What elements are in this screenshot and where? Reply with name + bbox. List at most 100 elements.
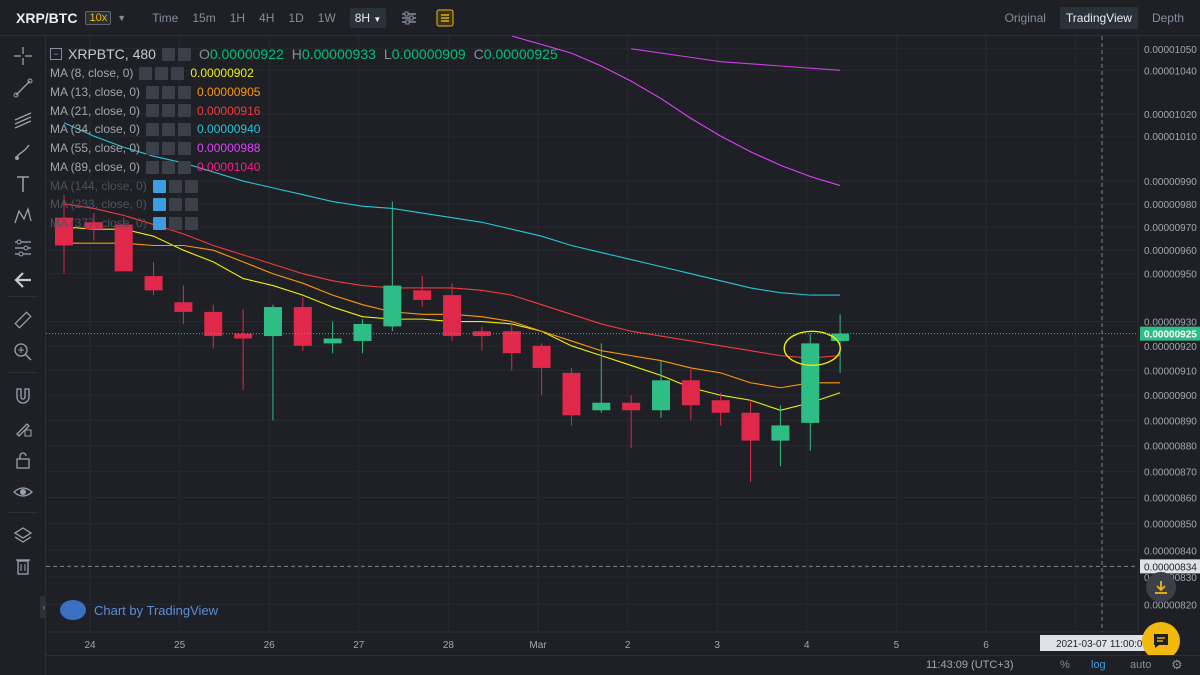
price-tick-label: 0.00000860 [1144, 493, 1197, 504]
pattern-icon[interactable] [11, 204, 35, 228]
eye-icon[interactable] [152, 198, 166, 212]
timeframe-1d[interactable]: 1D [288, 10, 304, 25]
price-tick-label: 0.00000870 [1144, 467, 1197, 478]
time-tick-label: 2 [625, 640, 631, 651]
percent-toggle[interactable]: % [1060, 659, 1070, 671]
close-icon[interactable] [184, 198, 198, 212]
indicators-icon[interactable] [434, 7, 456, 29]
timeframe-time[interactable]: Time [152, 10, 179, 25]
chat-icon[interactable] [1142, 622, 1180, 660]
tradingview-watermark[interactable]: Chart by TradingView [60, 600, 218, 620]
download-icon[interactable] [1146, 572, 1176, 602]
visibility-icon[interactable] [146, 123, 160, 137]
visibility-icon[interactable] [161, 47, 175, 61]
price-tick-label: 0.00000820 [1144, 600, 1197, 611]
crosshair-icon[interactable] [11, 44, 35, 68]
ma-value: 0.00000916 [197, 103, 261, 118]
candle-body [622, 402, 641, 411]
price-chart[interactable]: 0.00001050 0.00001040 0.00001020 0.00001010… [46, 36, 1200, 655]
eye-icon[interactable] [11, 480, 35, 504]
visibility-icon[interactable] [146, 85, 160, 99]
trash-icon[interactable] [11, 554, 35, 578]
time-tick-label: 26 [264, 640, 276, 651]
close-icon[interactable] [184, 179, 198, 193]
text-tool-icon[interactable] [11, 172, 35, 196]
unlock-icon[interactable] [11, 448, 35, 472]
price-tick-label: 0.00000930 [1144, 318, 1197, 329]
ma-legend-row[interactable]: MA (21, close, 0) 0.00000916 [50, 102, 558, 121]
candle-body [681, 380, 700, 406]
chevron-down-icon[interactable]: ▼ [117, 12, 127, 23]
low-value: 0.00000909 [391, 45, 466, 62]
candle-body [711, 400, 730, 413]
layers-icon[interactable] [11, 524, 35, 548]
brush-icon[interactable] [11, 140, 35, 164]
ma-legend-row[interactable]: MA (55, close, 0) 0.00000988 [50, 139, 558, 158]
lock-drawing-icon[interactable] [11, 416, 35, 440]
timeframe-4h[interactable]: 4H [259, 10, 275, 25]
ma-label: MA (377, close, 0) [50, 216, 147, 231]
timeframe-1w[interactable]: 1W [317, 10, 336, 25]
price-tick-label: 0.00000920 [1144, 342, 1197, 353]
visibility-icon[interactable] [146, 160, 160, 174]
collapse-legend-icon[interactable]: − [50, 48, 62, 60]
view-depth[interactable]: Depth [1151, 11, 1184, 25]
candle-body [771, 425, 790, 441]
close-icon[interactable] [178, 85, 192, 99]
log-toggle[interactable]: log [1091, 659, 1106, 671]
trendline-icon[interactable] [11, 76, 35, 100]
zoom-in-icon[interactable] [11, 340, 35, 364]
view-original[interactable]: Original [1004, 11, 1046, 25]
ma-legend-row[interactable]: MA (34, close, 0) 0.00000940 [50, 120, 558, 139]
close-icon[interactable] [184, 217, 198, 231]
timeframe-15m[interactable]: 15m [192, 10, 216, 25]
view-tradingview[interactable]: TradingView [1059, 7, 1138, 29]
ma-value: 0.00001040 [197, 159, 261, 174]
ma-legend-row[interactable]: MA (144, close, 0) [50, 177, 558, 196]
watermark-text: Chart by TradingView [94, 602, 219, 618]
eye-icon[interactable] [152, 179, 166, 193]
prediction-icon[interactable] [11, 236, 35, 260]
time-tick-label: 6 [983, 640, 989, 651]
close-icon[interactable] [178, 123, 192, 137]
low-label: L [383, 45, 392, 62]
time-tick-label: Mar [529, 640, 547, 651]
toolbar-collapse-button[interactable]: ‹ [40, 596, 48, 618]
visibility-icon[interactable] [146, 104, 160, 118]
arrow-left-icon[interactable] [11, 268, 35, 292]
settings-icon[interactable] [168, 179, 182, 193]
settings-icon[interactable] [162, 104, 176, 118]
crosshair-time-label: 2021-03-07 11:00:00 [1056, 639, 1149, 650]
settings-icon[interactable] [162, 85, 176, 99]
settings-icon[interactable] [168, 217, 182, 231]
ma-legend-row[interactable]: MA (89, close, 0) 0.00001040 [50, 158, 558, 177]
settings-icon[interactable] [162, 142, 176, 156]
pair-title[interactable]: XRP/BTC [16, 9, 78, 26]
close-icon[interactable] [171, 66, 185, 80]
settings-icon[interactable] [168, 198, 182, 212]
close-icon[interactable] [178, 160, 192, 174]
settings-icon[interactable] [177, 47, 191, 61]
ruler-icon[interactable] [11, 308, 35, 332]
settings-sliders-icon[interactable] [398, 7, 420, 29]
visibility-icon[interactable] [139, 66, 153, 80]
settings-icon[interactable] [162, 123, 176, 137]
ma-legend-row[interactable]: MA (233, close, 0) [50, 196, 558, 215]
magnet-icon[interactable] [11, 384, 35, 408]
ma-legend-row[interactable]: MA (377, close, 0) [50, 214, 558, 233]
timeframe-8h[interactable]: 8H ▼ [349, 7, 387, 28]
close-icon[interactable] [178, 142, 192, 156]
ma-legend-row[interactable]: MA (13, close, 0) 0.00000905 [50, 83, 558, 102]
price-tick-label: 0.00000990 [1144, 177, 1197, 188]
candle-body [84, 222, 103, 230]
parallel-channel-icon[interactable] [11, 108, 35, 132]
close-icon[interactable] [178, 104, 192, 118]
auto-toggle[interactable]: auto [1130, 659, 1152, 671]
settings-icon[interactable] [155, 66, 169, 80]
ma-legend-row[interactable]: MA (8, close, 0) 0.00000902 [50, 64, 558, 83]
eye-icon[interactable] [152, 217, 166, 231]
timeframe-1h[interactable]: 1H [229, 10, 246, 25]
settings-icon[interactable] [162, 160, 176, 174]
visibility-icon[interactable] [146, 142, 160, 156]
gear-icon[interactable]: ⚙ [1171, 657, 1183, 672]
